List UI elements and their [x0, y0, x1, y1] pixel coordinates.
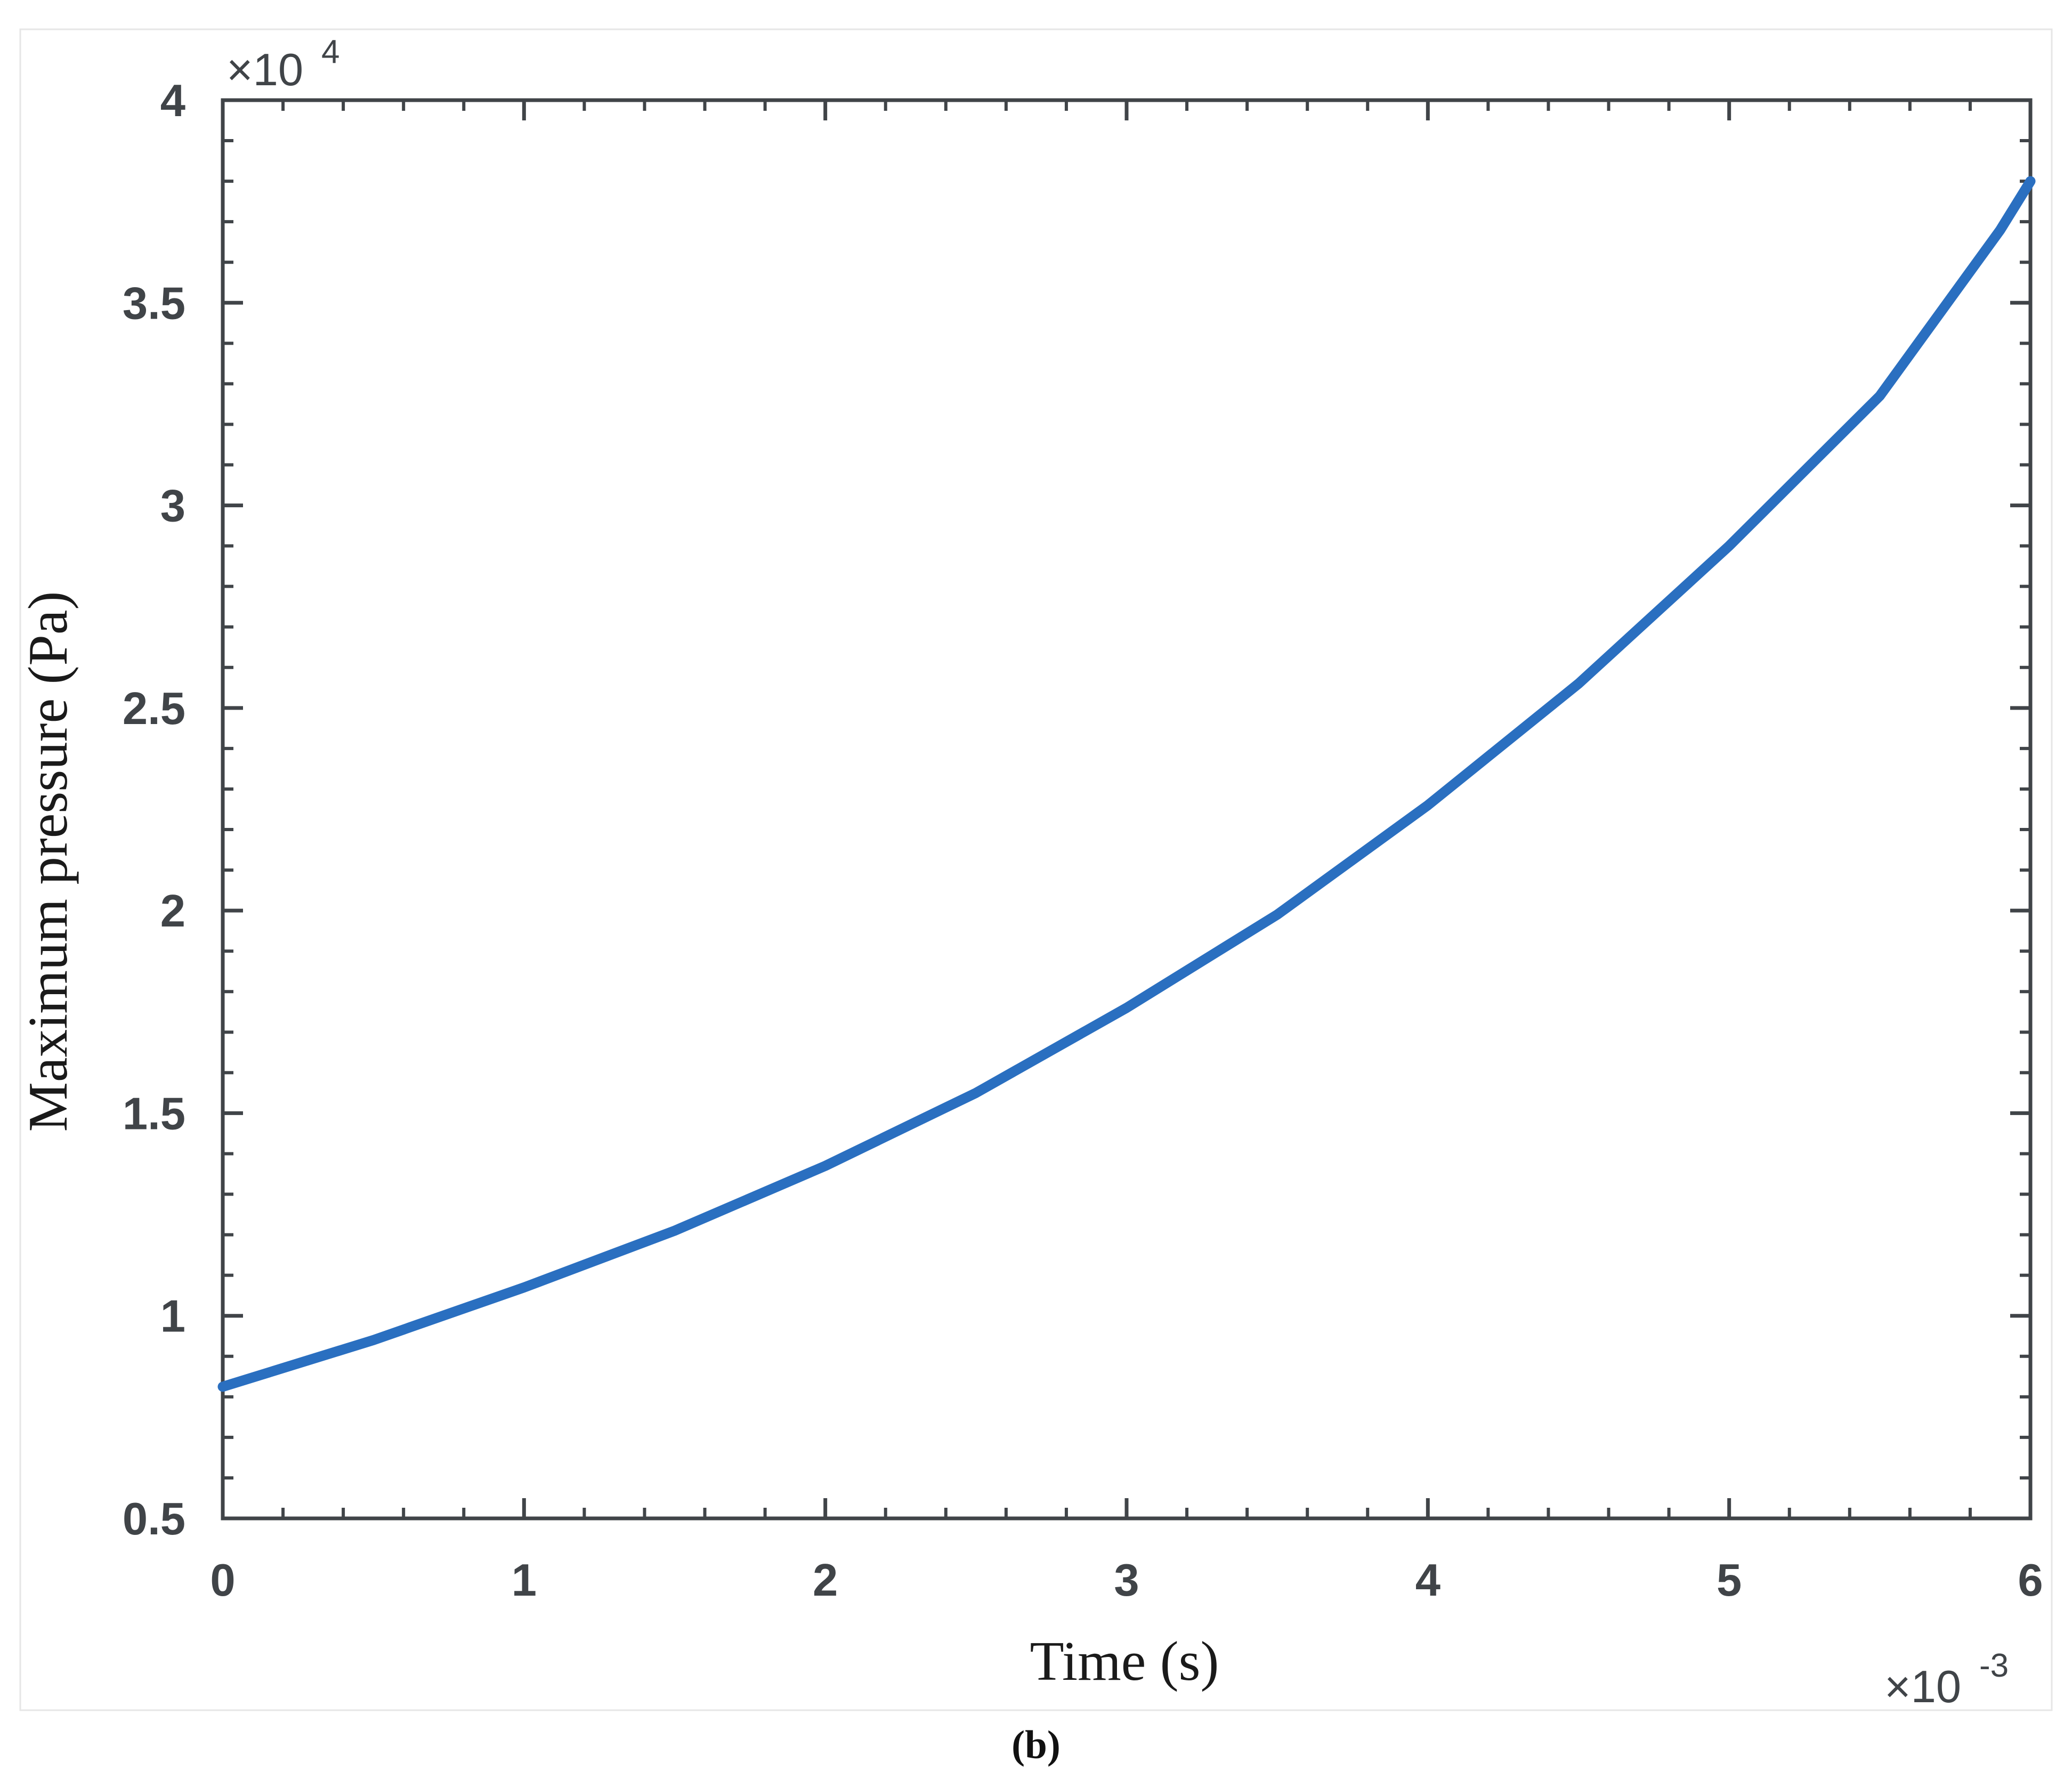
figure-caption: (b)	[1011, 1723, 1061, 1767]
x-exponent-mult: ×10	[1884, 1662, 1961, 1712]
series-line	[217, 176, 2036, 1392]
y-tick-label: 1	[160, 1291, 185, 1342]
x-tick-label: 4	[1415, 1555, 1440, 1606]
ticks-layer	[221, 98, 2033, 1521]
x-tick-label: 2	[813, 1555, 838, 1606]
x-axis-label: Time (s)	[1030, 1630, 1219, 1692]
x-tick-label: 5	[1717, 1555, 1742, 1606]
x-tick-label: 3	[1114, 1555, 1139, 1606]
x-tick-label: 6	[2018, 1555, 2043, 1606]
y-tick-label: 2.5	[123, 684, 185, 734]
y-tick-label: 3.5	[123, 278, 185, 329]
y-tick-label: 4	[160, 76, 185, 126]
y-exponent-label: ×10 4	[226, 34, 339, 95]
y-tick-label: 3	[160, 481, 185, 532]
x-tick-label: 1	[512, 1555, 537, 1606]
x-tick-label: 0	[210, 1555, 235, 1606]
y-exponent-mult: ×10	[226, 45, 303, 95]
y-exponent-power: 4	[321, 34, 339, 70]
figure-border	[19, 28, 2053, 1711]
y-tick-label: 2	[160, 886, 185, 937]
y-tick-label: 0.5	[123, 1494, 185, 1545]
x-exponent-power: -3	[1979, 1647, 2009, 1684]
plot-area-border	[221, 98, 2033, 1521]
x-exponent-label: ×10 -3	[1884, 1647, 2009, 1712]
y-tick-label: 1.5	[123, 1088, 185, 1139]
y-axis-label: Maximum pressure (Pa)	[17, 591, 79, 1132]
labels-layer: 0 1 2 3 4 5 6 0.5 1 1.5 2 2.5 3 3.5 4	[123, 76, 2043, 1606]
